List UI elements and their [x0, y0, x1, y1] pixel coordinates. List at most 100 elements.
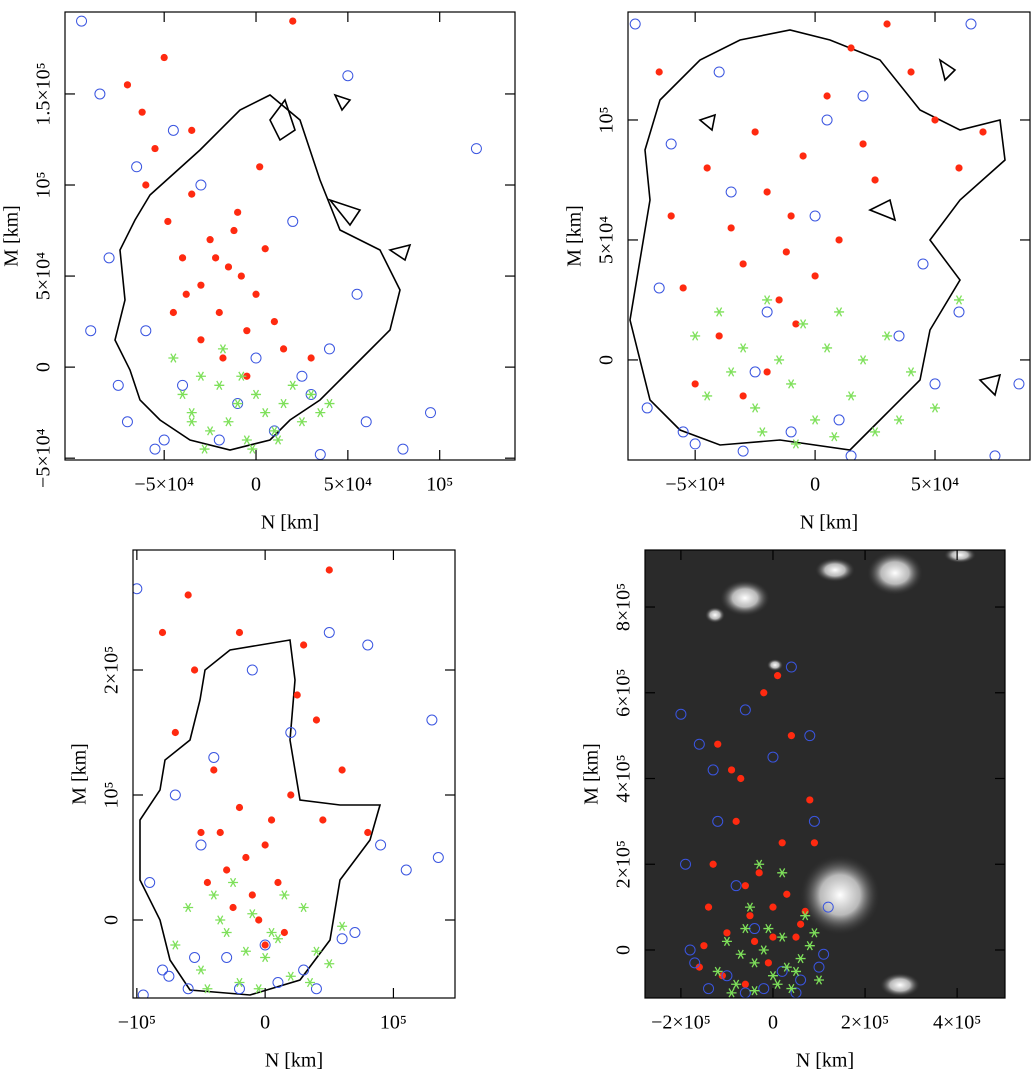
point: [777, 932, 788, 942]
y-tick-label: 5×10⁴: [596, 216, 618, 264]
point: [798, 319, 809, 329]
point: [133, 583, 143, 595]
point: [778, 839, 786, 847]
point: [324, 959, 335, 969]
point: [732, 817, 740, 825]
point: [785, 661, 797, 673]
point: [163, 970, 175, 982]
point: [799, 152, 807, 160]
point: [930, 403, 941, 413]
panel: −5×10⁴ 0 5×10⁴ 10⁵ −5×10⁴ 0 5×10⁴ 10⁵ 1.5×10⁵ N […: [1, 11, 516, 534]
point: [989, 450, 1001, 460]
point: [234, 208, 242, 216]
plot-frame: [64, 11, 516, 461]
point: [758, 983, 770, 995]
point: [965, 18, 977, 30]
point: [774, 355, 785, 365]
point: [351, 288, 363, 300]
point: [762, 295, 773, 305]
point: [834, 307, 845, 317]
point: [289, 17, 297, 25]
point: [707, 764, 719, 776]
point: [208, 752, 220, 763]
point: [684, 944, 696, 956]
point: [278, 398, 289, 409]
point: [806, 796, 814, 804]
point: [760, 689, 768, 697]
point: [703, 983, 715, 995]
point: [730, 880, 742, 892]
point: [755, 869, 763, 877]
point: [210, 766, 218, 774]
point: [769, 933, 777, 941]
point: [188, 126, 196, 134]
point: [261, 941, 269, 949]
point: [741, 882, 749, 890]
point: [775, 296, 783, 304]
point: [186, 417, 197, 427]
y-axis-label: M [km]: [1, 205, 23, 267]
point: [285, 727, 297, 738]
point: [746, 912, 754, 920]
point: [690, 331, 701, 341]
y-tick-label: 1.5×10⁵: [33, 62, 55, 125]
panel: −2×10⁵ 0 2×10⁵ 4×10⁵ 0 2×10⁵ 4×10⁵ 6×10⁵ 8×10⁵ N …: [581, 549, 1006, 1072]
point: [809, 210, 821, 222]
point: [979, 128, 987, 136]
points: [133, 566, 444, 998]
x-tick-label: 4×10⁵: [933, 1012, 981, 1034]
y-tick-label: 4×10⁵: [613, 754, 635, 802]
point: [677, 426, 689, 438]
point: [137, 989, 149, 998]
point: [325, 566, 333, 574]
x-tick-label: −2×10⁵: [651, 1012, 711, 1034]
point: [800, 911, 811, 921]
point: [731, 979, 742, 989]
point: [400, 864, 412, 876]
contours: [114, 29, 1006, 996]
point: [738, 343, 749, 353]
plot-frame: [627, 11, 1031, 461]
point: [305, 977, 316, 988]
point: [781, 962, 792, 972]
point: [761, 306, 773, 318]
point: [786, 379, 797, 389]
point: [739, 260, 747, 268]
point: [250, 352, 262, 364]
point: [665, 138, 677, 150]
point: [279, 890, 290, 900]
point: [691, 380, 699, 388]
point: [709, 860, 717, 868]
point: [144, 877, 156, 888]
y-tick-label: 0: [596, 355, 618, 365]
point: [1013, 378, 1025, 390]
point: [360, 416, 372, 428]
point: [279, 345, 288, 353]
point: [641, 402, 653, 414]
point: [858, 355, 869, 365]
point: [749, 958, 760, 968]
point: [750, 937, 759, 946]
point: [767, 751, 779, 763]
plot-frame: [132, 549, 456, 999]
point: [336, 933, 348, 945]
point: [821, 114, 833, 126]
point: [739, 392, 747, 400]
points: [76, 15, 482, 460]
point: [426, 714, 438, 726]
point: [737, 774, 745, 783]
point: [123, 81, 132, 89]
point: [338, 766, 346, 774]
y-axis-label: M [km]: [69, 743, 91, 805]
point: [845, 450, 857, 460]
point: [280, 928, 288, 937]
point: [792, 933, 800, 941]
point: [168, 353, 179, 363]
point: [298, 902, 309, 913]
point: [240, 946, 251, 956]
point: [929, 378, 941, 390]
point: [296, 370, 308, 382]
point: [721, 936, 732, 947]
point: [772, 979, 783, 989]
